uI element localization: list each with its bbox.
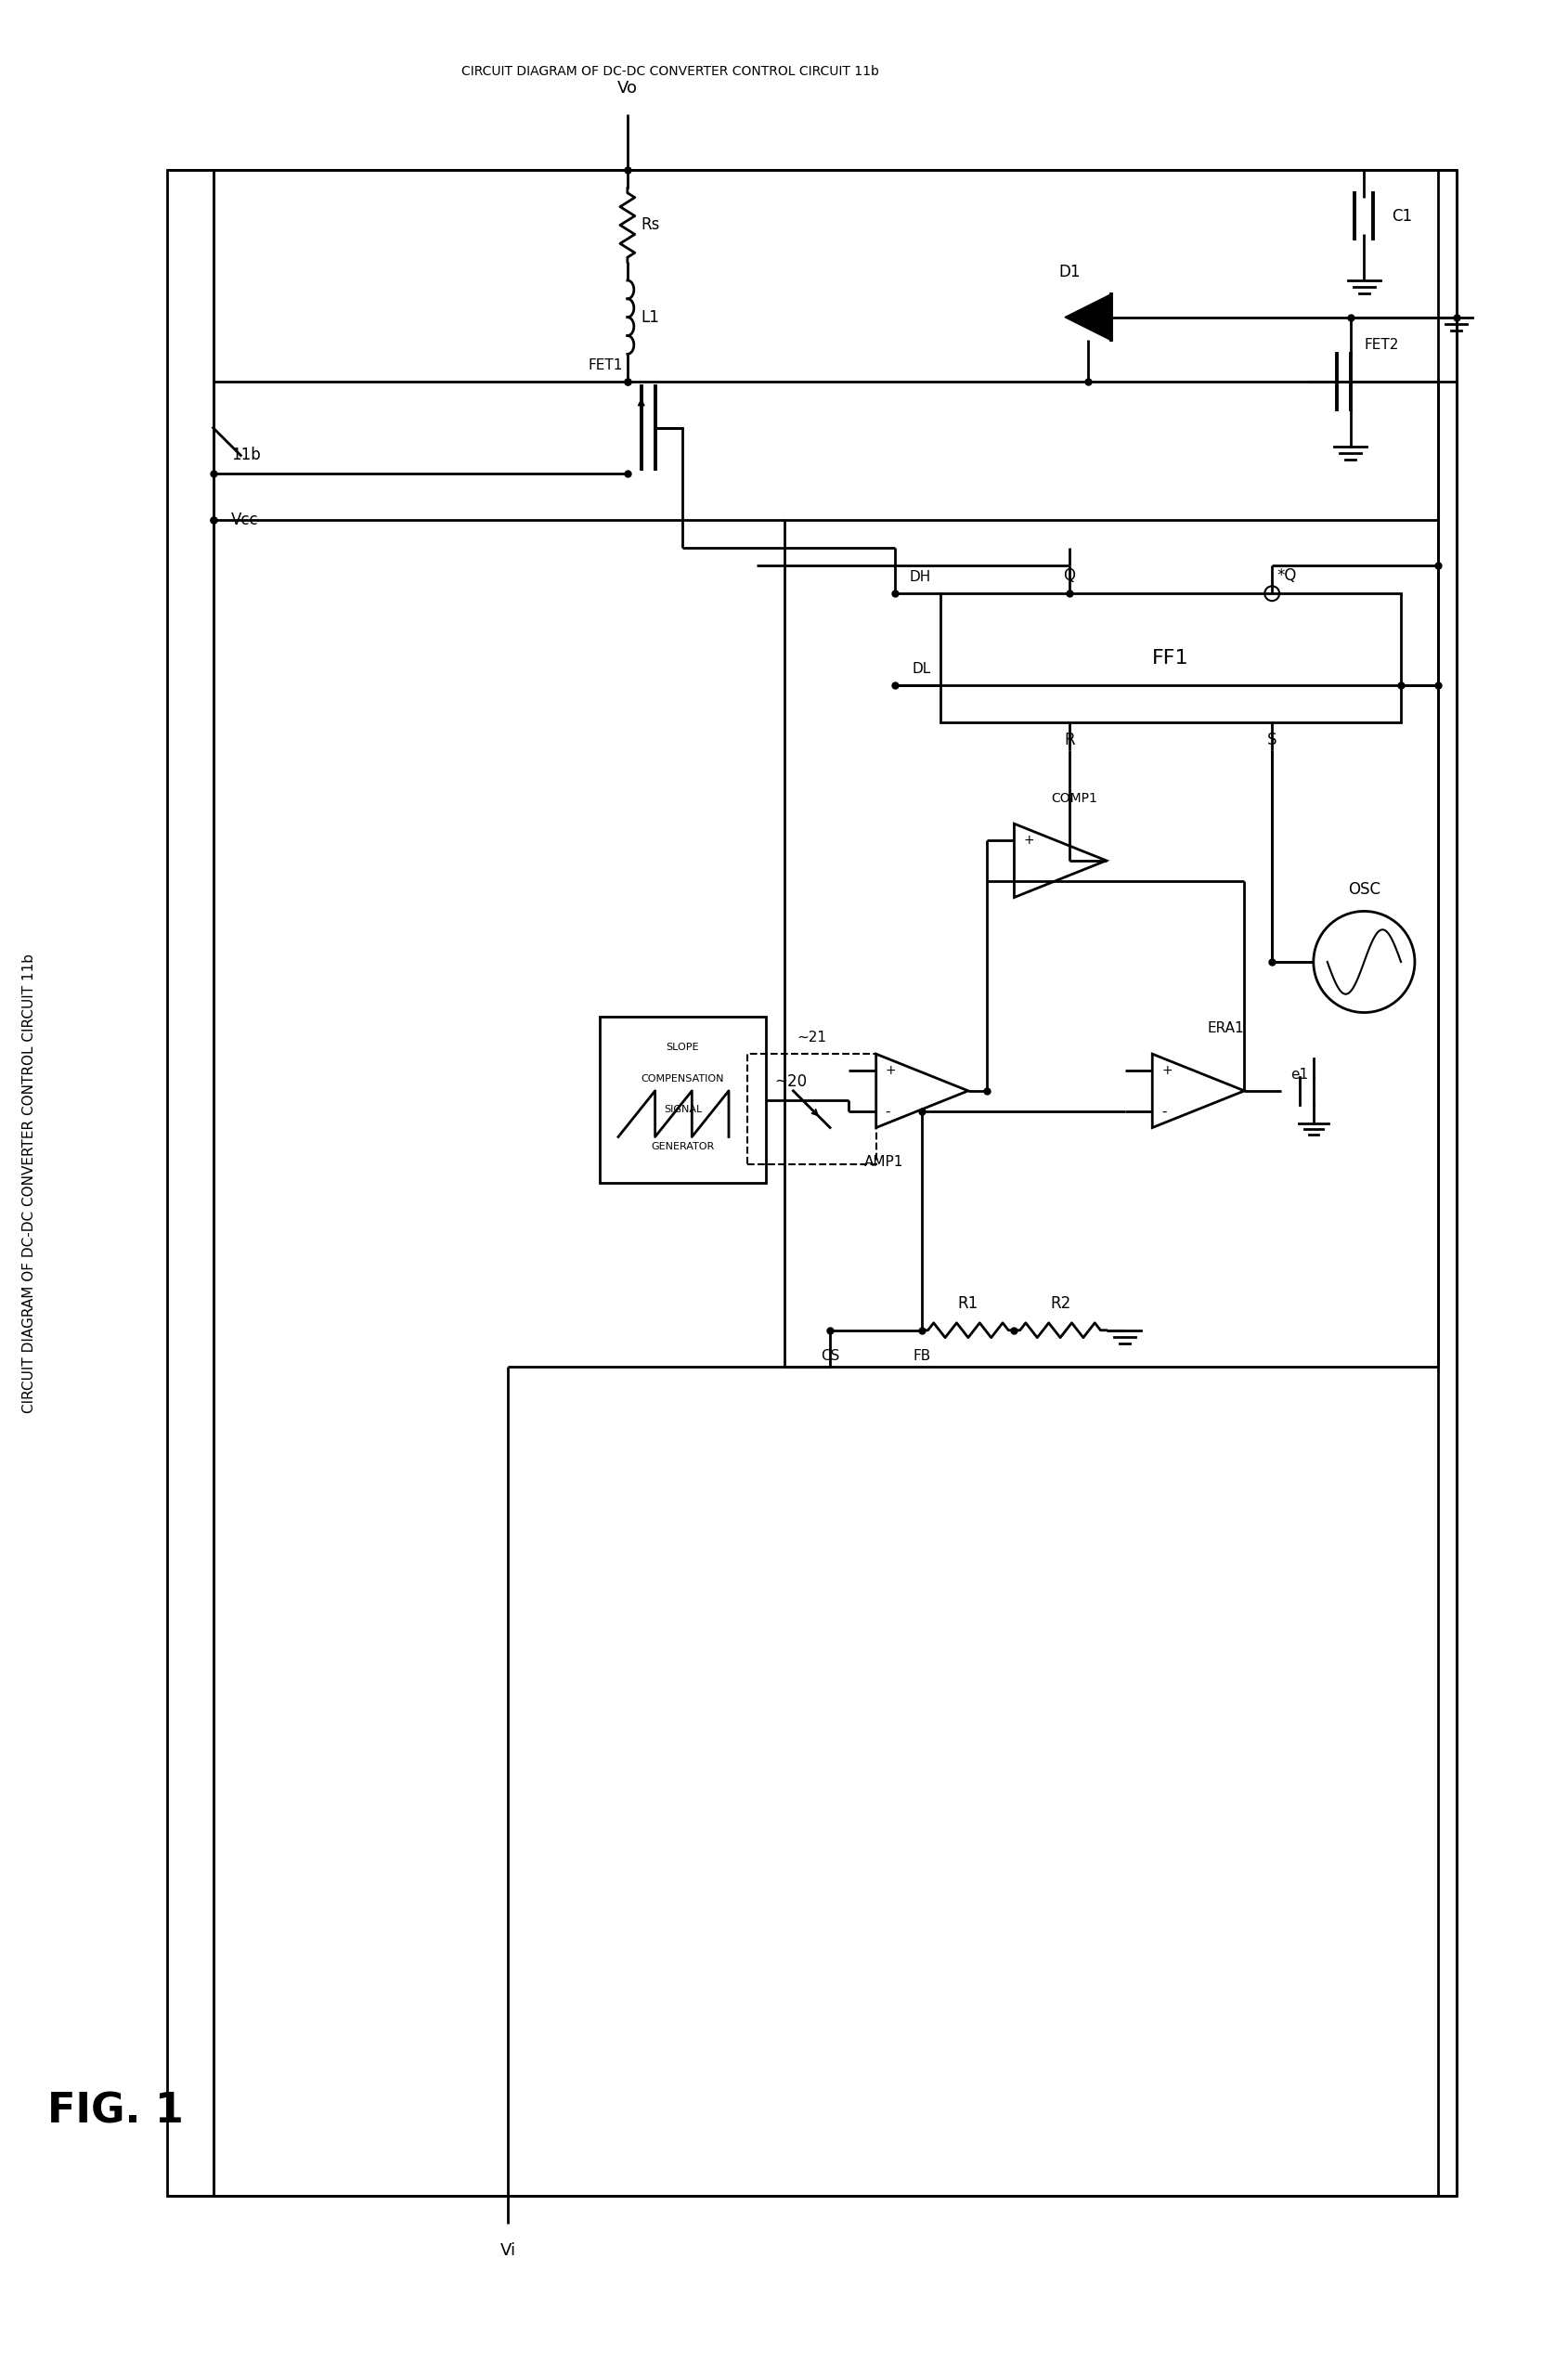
- Text: SLOPE: SLOPE: [666, 1043, 699, 1052]
- Polygon shape: [1065, 294, 1110, 340]
- Text: C1: C1: [1392, 207, 1413, 223]
- Text: ~20: ~20: [775, 1074, 808, 1090]
- Text: -: -: [886, 1104, 891, 1119]
- Text: DH: DH: [909, 570, 931, 584]
- Text: DL: DL: [913, 663, 931, 677]
- Text: D1: D1: [1058, 264, 1080, 280]
- Text: FB: FB: [913, 1349, 931, 1363]
- Bar: [601, 1016, 765, 1183]
- Text: Vi: Vi: [500, 2242, 516, 2259]
- Bar: [784, 520, 1438, 1368]
- Text: COMPENSATION: COMPENSATION: [641, 1074, 724, 1083]
- Text: R2: R2: [1051, 1294, 1071, 1311]
- Text: L1: L1: [641, 309, 660, 325]
- Text: COMP1: COMP1: [1051, 793, 1098, 805]
- Text: FF1: FF1: [1152, 648, 1189, 667]
- Text: CS: CS: [820, 1349, 839, 1363]
- Text: +: +: [886, 1064, 895, 1076]
- Text: *Q: *Q: [1276, 568, 1297, 584]
- Text: FIG. 1: FIG. 1: [47, 2092, 183, 2130]
- Text: FET2: FET2: [1364, 337, 1399, 352]
- Bar: [168, 171, 1457, 2197]
- Text: CIRCUIT DIAGRAM OF DC-DC CONVERTER CONTROL CIRCUIT 11b: CIRCUIT DIAGRAM OF DC-DC CONVERTER CONTR…: [461, 64, 880, 78]
- Text: Rs: Rs: [641, 216, 660, 233]
- Text: +: +: [1024, 834, 1035, 845]
- Text: e1: e1: [1290, 1069, 1308, 1081]
- Text: 11b: 11b: [232, 446, 260, 463]
- Text: +: +: [1162, 1064, 1173, 1076]
- Text: FET1: FET1: [588, 359, 622, 373]
- Text: SIGNAL: SIGNAL: [663, 1104, 702, 1114]
- Text: ~21: ~21: [797, 1031, 826, 1045]
- Text: Vcc: Vcc: [232, 511, 259, 527]
- Text: Q: Q: [1063, 568, 1076, 584]
- Text: ERA1: ERA1: [1207, 1021, 1245, 1036]
- Text: GENERATOR: GENERATOR: [651, 1142, 715, 1152]
- Text: AMP1: AMP1: [864, 1154, 903, 1168]
- Text: Vo: Vo: [618, 78, 638, 97]
- Text: OSC: OSC: [1348, 881, 1380, 898]
- Text: S: S: [1267, 732, 1276, 748]
- Text: CIRCUIT DIAGRAM OF DC-DC CONVERTER CONTROL CIRCUIT 11b: CIRCUIT DIAGRAM OF DC-DC CONVERTER CONTR…: [22, 952, 36, 1413]
- Bar: [941, 594, 1400, 722]
- Bar: [748, 1054, 877, 1164]
- Text: R1: R1: [958, 1294, 978, 1311]
- Text: R: R: [1065, 732, 1074, 748]
- Text: -: -: [1162, 1104, 1167, 1119]
- Text: -: -: [1024, 874, 1029, 888]
